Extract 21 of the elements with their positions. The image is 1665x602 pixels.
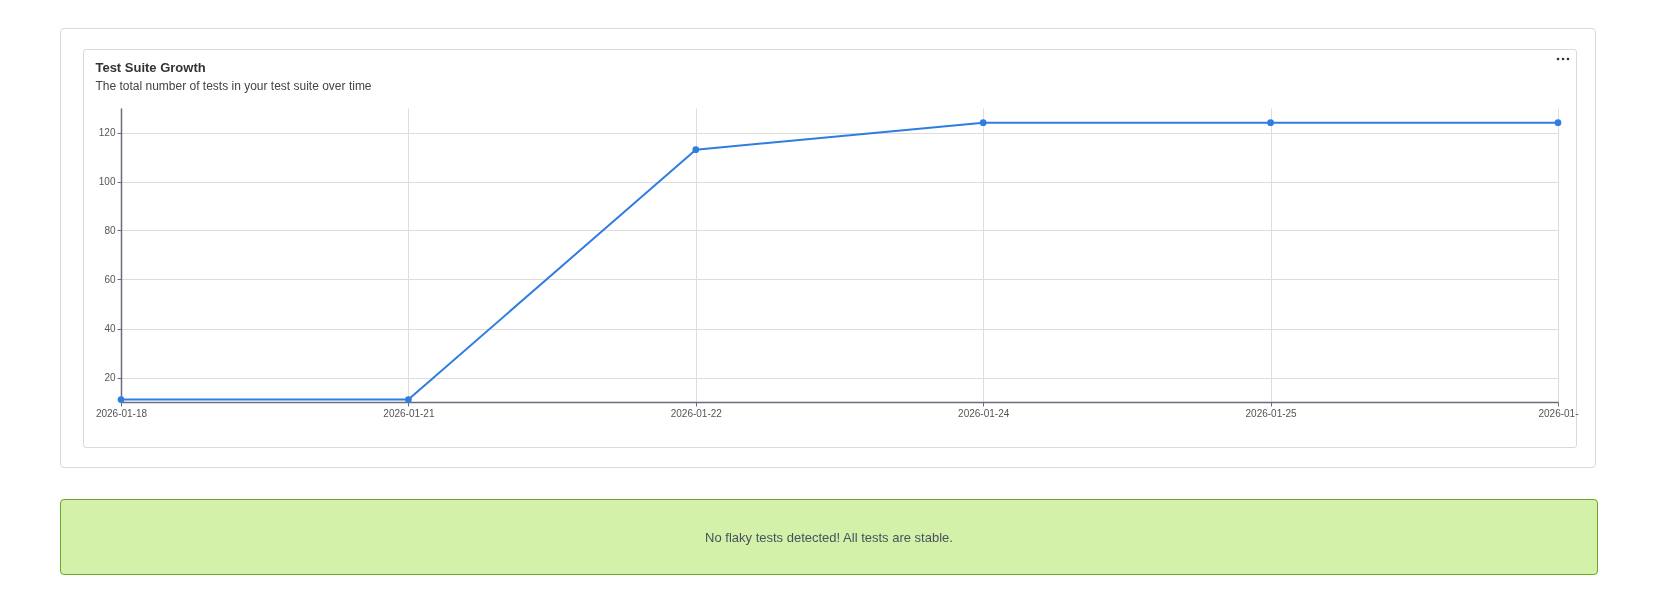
point <box>117 396 125 403</box>
x-tick-label: 2026-01-18 <box>95 407 148 419</box>
y-tick-label: 20 <box>104 372 116 383</box>
x-tick-label: 2026-01- <box>1538 407 1579 419</box>
y-tick-label: 100 <box>98 176 116 187</box>
y-tick-label: 120 <box>98 127 116 138</box>
y-tick-label: 40 <box>104 323 116 334</box>
y-tick-label: 80 <box>104 225 116 236</box>
point <box>1267 119 1274 127</box>
chart-subtitle: The total number of tests in your test suite over time <box>95 79 372 93</box>
point <box>405 396 412 403</box>
chart-title: Test Suite Growth <box>95 60 206 75</box>
x-tick-label: 2026-01-24 <box>958 407 1010 419</box>
x-tick-label: 2026-01-21 <box>383 407 435 419</box>
text: No flaky tests detected! All tests are stable. <box>60 499 1598 575</box>
point <box>692 146 700 153</box>
point <box>1554 119 1562 127</box>
x-tick-label: 2026-01-25 <box>1245 407 1298 419</box>
point <box>979 119 987 127</box>
x-tick-label: 2026-01-22 <box>670 407 723 419</box>
y-tick-label: 60 <box>104 274 116 285</box>
